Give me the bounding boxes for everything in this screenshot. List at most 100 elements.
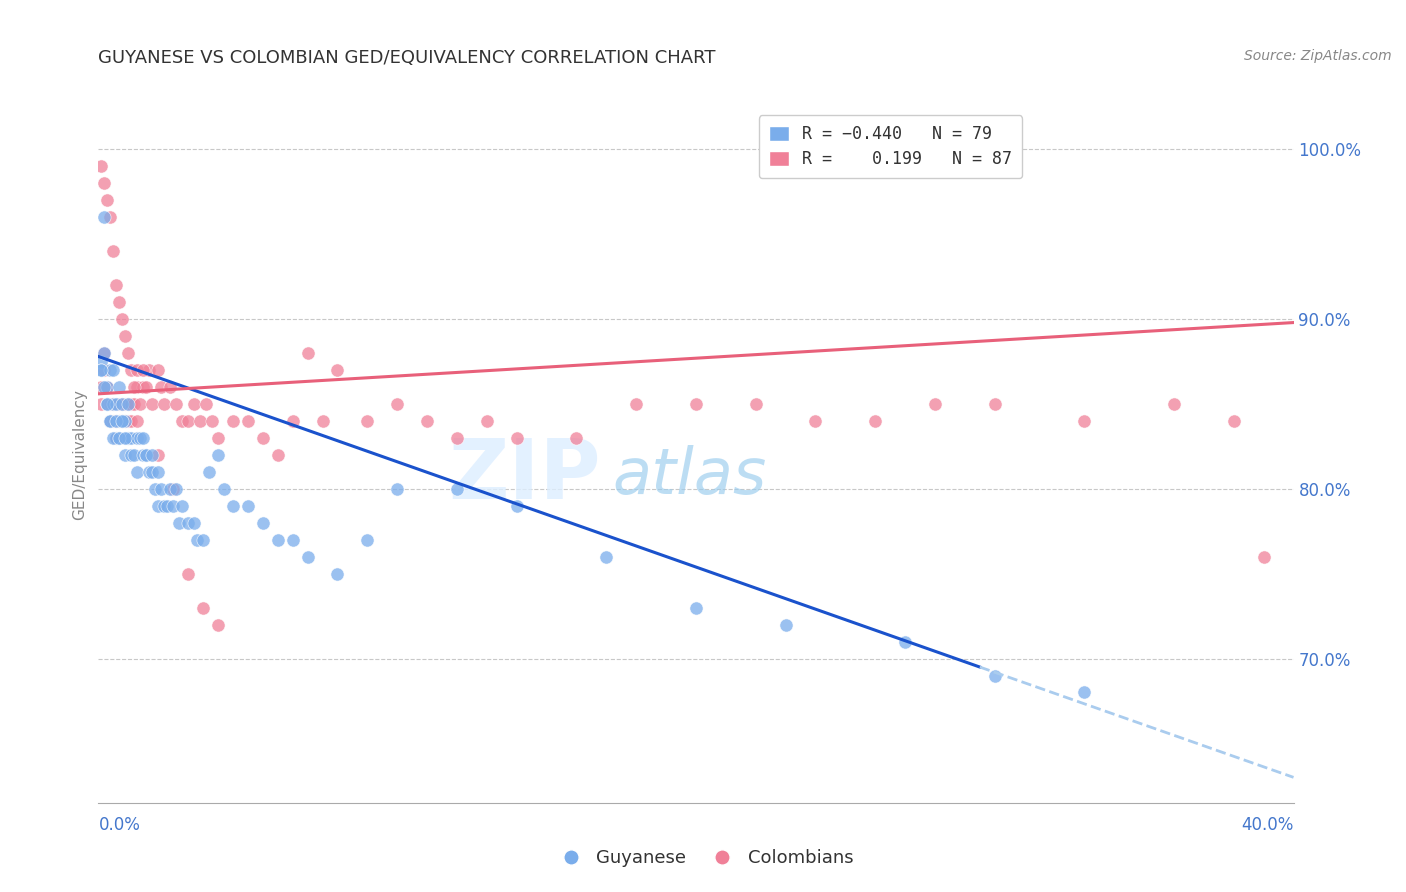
- Text: 40.0%: 40.0%: [1241, 816, 1294, 834]
- Point: [1223, 414, 1246, 428]
- Point: [93, 211, 115, 225]
- Point: [804, 414, 827, 428]
- Point: [865, 414, 887, 428]
- Point: [356, 533, 378, 547]
- Point: [117, 414, 139, 428]
- Point: [595, 549, 617, 564]
- Legend: Guyanese, Colombians: Guyanese, Colombians: [546, 842, 860, 874]
- Point: [98, 414, 122, 428]
- Point: [475, 414, 498, 428]
- Point: [108, 295, 131, 310]
- Text: ZIP: ZIP: [449, 435, 600, 516]
- Point: [141, 397, 163, 411]
- Point: [105, 414, 128, 428]
- Point: [93, 346, 115, 360]
- Point: [207, 617, 229, 632]
- Point: [148, 499, 170, 513]
- Point: [98, 211, 122, 225]
- Point: [114, 414, 136, 428]
- Point: [98, 363, 122, 377]
- Point: [114, 329, 136, 343]
- Point: [207, 431, 229, 445]
- Point: [162, 482, 184, 496]
- Point: [108, 431, 131, 445]
- Point: [108, 414, 131, 428]
- Point: [1253, 549, 1275, 564]
- Point: [385, 482, 409, 496]
- Point: [267, 533, 290, 547]
- Point: [114, 431, 136, 445]
- Point: [93, 363, 115, 377]
- Point: [150, 482, 173, 496]
- Text: 0.0%: 0.0%: [98, 816, 141, 834]
- Point: [775, 617, 797, 632]
- Point: [98, 397, 122, 411]
- Point: [114, 397, 136, 411]
- Point: [281, 414, 304, 428]
- Point: [148, 465, 170, 479]
- Point: [129, 431, 152, 445]
- Point: [108, 431, 131, 445]
- Point: [127, 431, 149, 445]
- Point: [281, 533, 304, 547]
- Point: [132, 431, 155, 445]
- Point: [135, 380, 157, 394]
- Point: [120, 431, 142, 445]
- Point: [186, 533, 208, 547]
- Point: [624, 397, 647, 411]
- Point: [150, 380, 173, 394]
- Point: [506, 499, 529, 513]
- Point: [90, 363, 112, 377]
- Y-axis label: GED/Equivalency: GED/Equivalency: [72, 390, 87, 520]
- Point: [108, 397, 131, 411]
- Point: [267, 448, 290, 462]
- Point: [183, 516, 205, 530]
- Point: [177, 414, 200, 428]
- Point: [132, 380, 155, 394]
- Point: [105, 414, 128, 428]
- Point: [162, 499, 184, 513]
- Point: [96, 380, 118, 394]
- Point: [124, 397, 146, 411]
- Point: [165, 482, 187, 496]
- Point: [103, 431, 125, 445]
- Point: [191, 600, 214, 615]
- Point: [252, 516, 274, 530]
- Point: [117, 397, 139, 411]
- Point: [446, 482, 468, 496]
- Point: [183, 397, 205, 411]
- Point: [127, 465, 149, 479]
- Point: [90, 380, 112, 394]
- Point: [416, 414, 439, 428]
- Point: [153, 499, 176, 513]
- Point: [124, 448, 146, 462]
- Point: [129, 397, 152, 411]
- Point: [356, 414, 378, 428]
- Point: [103, 244, 125, 259]
- Point: [983, 668, 1005, 682]
- Point: [148, 448, 170, 462]
- Point: [103, 363, 125, 377]
- Point: [132, 363, 155, 377]
- Point: [111, 414, 134, 428]
- Point: [894, 634, 917, 648]
- Point: [105, 397, 128, 411]
- Point: [103, 414, 125, 428]
- Point: [924, 397, 946, 411]
- Point: [96, 194, 118, 208]
- Point: [506, 431, 529, 445]
- Point: [105, 431, 128, 445]
- Point: [96, 397, 118, 411]
- Point: [172, 414, 194, 428]
- Point: [311, 414, 333, 428]
- Point: [745, 397, 768, 411]
- Point: [108, 414, 131, 428]
- Point: [132, 448, 155, 462]
- Point: [103, 397, 125, 411]
- Point: [114, 448, 136, 462]
- Point: [120, 397, 142, 411]
- Point: [212, 482, 235, 496]
- Point: [385, 397, 409, 411]
- Point: [1073, 414, 1095, 428]
- Point: [120, 414, 142, 428]
